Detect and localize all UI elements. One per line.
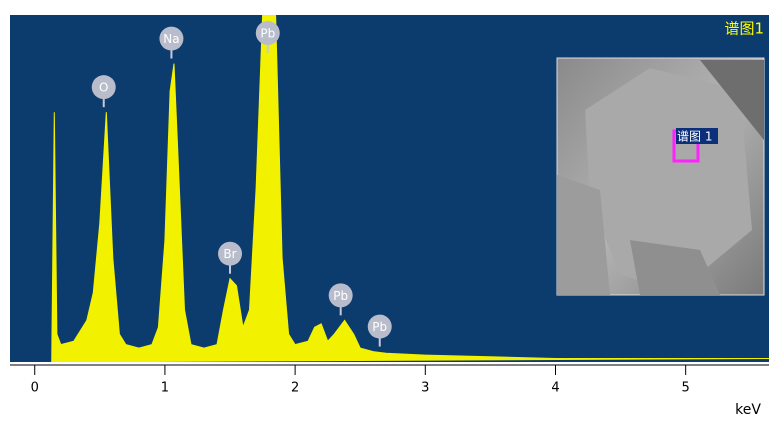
peak-label: Br — [223, 247, 236, 261]
x-tick-label: 3 — [421, 381, 429, 396]
peak-marker: Pb — [328, 283, 353, 316]
peak-label: Pb — [260, 27, 275, 41]
x-tick-label: 4 — [551, 381, 559, 396]
peak-marker: O — [91, 75, 116, 108]
inset-label: 谱图 1 — [677, 130, 712, 144]
x-axis-label: keV — [735, 402, 761, 418]
peak-badge — [159, 26, 184, 51]
peak-marker: Br — [218, 241, 243, 274]
spectrum — [51, 15, 769, 362]
peak-marker: Pb — [367, 314, 392, 347]
x-tick-label: 2 — [291, 381, 299, 396]
peak-badge — [367, 314, 392, 339]
chart-title: 谱图1 — [724, 20, 764, 38]
x-tick-label: 0 — [31, 381, 39, 396]
peak-badge — [91, 75, 116, 100]
x-tick-label: 5 — [682, 381, 690, 396]
peak-label: Na — [163, 32, 179, 46]
peak-badge — [328, 283, 353, 308]
plot-area — [51, 15, 769, 362]
peak-badge — [255, 21, 280, 45]
peak-marker: Na — [159, 26, 184, 59]
peak-label: O — [99, 81, 108, 95]
peak-label: Pb — [333, 289, 348, 303]
peak-marker: Pb — [255, 21, 280, 53]
inset-image: 谱图 1 — [556, 57, 765, 296]
peak-badge — [218, 241, 243, 266]
x-tick-label: 1 — [161, 381, 169, 396]
peak-label: Pb — [372, 320, 387, 334]
